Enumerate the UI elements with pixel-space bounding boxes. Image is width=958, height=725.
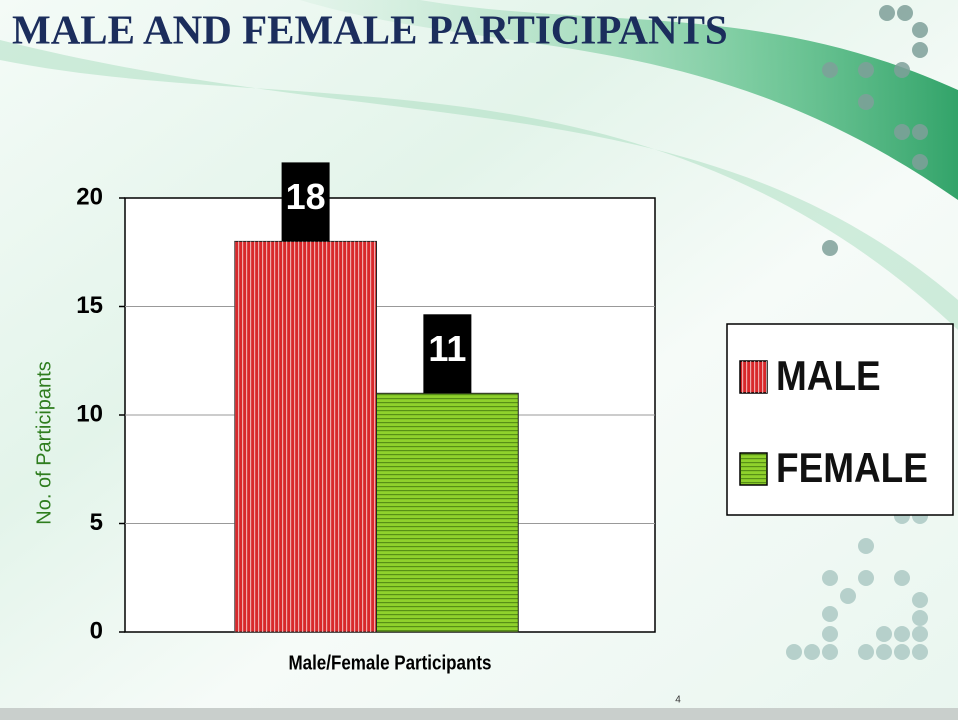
y-tick-label: 5	[90, 509, 103, 536]
y-tick-label: 0	[90, 617, 103, 644]
value-label: 18	[286, 176, 326, 217]
page: MALE AND FEMALE PARTICIPANTS Male/Female…	[0, 0, 958, 720]
value-label: 11	[428, 328, 466, 369]
slide: MALE AND FEMALE PARTICIPANTS Male/Female…	[0, 0, 958, 720]
y-tick-label: 15	[76, 292, 103, 319]
y-tick-label: 20	[76, 183, 103, 210]
y-axis-title: No. of Participants	[33, 361, 55, 524]
x-axis-title: Male/Female Participants	[289, 651, 492, 674]
y-tick-label: 10	[76, 400, 103, 427]
legend-label: FEMALE	[776, 445, 928, 492]
page-number: 4	[675, 695, 681, 706]
bottom-band	[0, 708, 958, 720]
chart-title: MALE AND FEMALE PARTICIPANTS	[12, 6, 728, 52]
bar	[235, 241, 377, 632]
bar	[376, 393, 518, 632]
legend-swatch-texture	[740, 361, 767, 393]
legend-label: MALE	[776, 353, 881, 400]
legend-swatch-texture	[740, 453, 767, 485]
